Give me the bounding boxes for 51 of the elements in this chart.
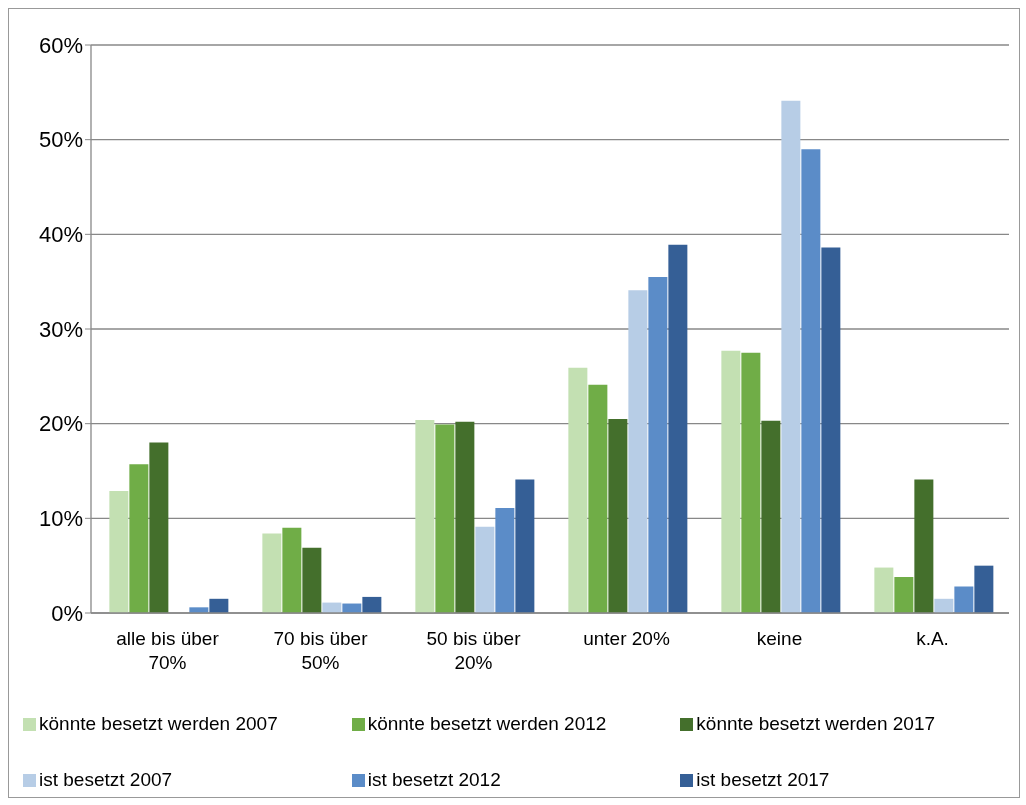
bar <box>628 290 648 613</box>
legend-label: könnte besetzt werden 2012 <box>367 713 607 735</box>
y-tick-label: 20% <box>38 411 83 437</box>
bar <box>874 567 894 613</box>
y-tick-label: 0% <box>51 600 83 626</box>
y-tick-label: 60% <box>38 32 83 58</box>
y-tick-label: 30% <box>38 316 83 342</box>
x-tick-label: k.A. <box>916 628 949 649</box>
bar <box>974 565 994 613</box>
bar <box>668 244 688 613</box>
bar <box>721 350 741 613</box>
bar <box>149 442 169 613</box>
bar <box>302 547 322 613</box>
bar <box>781 100 801 613</box>
bar <box>741 352 761 613</box>
legend-label: könnte besetzt werden 2017 <box>696 713 936 735</box>
bar <box>435 424 455 613</box>
bar <box>914 479 934 613</box>
legend-label: könnte besetzt werden 2007 <box>39 713 278 735</box>
bar <box>109 490 129 613</box>
x-tick-label: unter 20% <box>583 628 670 649</box>
bar <box>934 598 954 613</box>
bar <box>475 526 495 613</box>
y-tick-label: 50% <box>38 127 83 153</box>
y-tick-label: 10% <box>38 506 83 532</box>
bar <box>455 421 475 613</box>
bar <box>209 598 229 613</box>
x-tick-label: 70 bis über 50% <box>273 628 369 673</box>
bar <box>588 384 608 613</box>
legend-label: ist besetzt 2012 <box>367 769 501 791</box>
bar <box>648 276 668 613</box>
bar <box>821 247 841 613</box>
bar <box>894 577 914 613</box>
bar <box>568 367 588 613</box>
bar <box>515 479 535 613</box>
bar <box>129 464 149 613</box>
legend-label: ist besetzt 2017 <box>696 769 830 791</box>
bar <box>761 420 781 613</box>
x-tick-label: alle bis über 70% <box>116 628 220 673</box>
y-tick-label: 40% <box>38 222 83 248</box>
bar <box>262 533 282 613</box>
bar <box>282 527 302 613</box>
legend-label: ist besetzt 2007 <box>39 769 173 791</box>
bar <box>362 596 382 613</box>
bar <box>495 507 515 613</box>
bar <box>415 419 435 613</box>
x-tick-label: keine <box>756 628 803 649</box>
bar <box>954 586 974 613</box>
bar <box>608 418 628 613</box>
x-tick-label: 50 bis über 20% <box>426 628 522 673</box>
bar <box>801 149 821 613</box>
